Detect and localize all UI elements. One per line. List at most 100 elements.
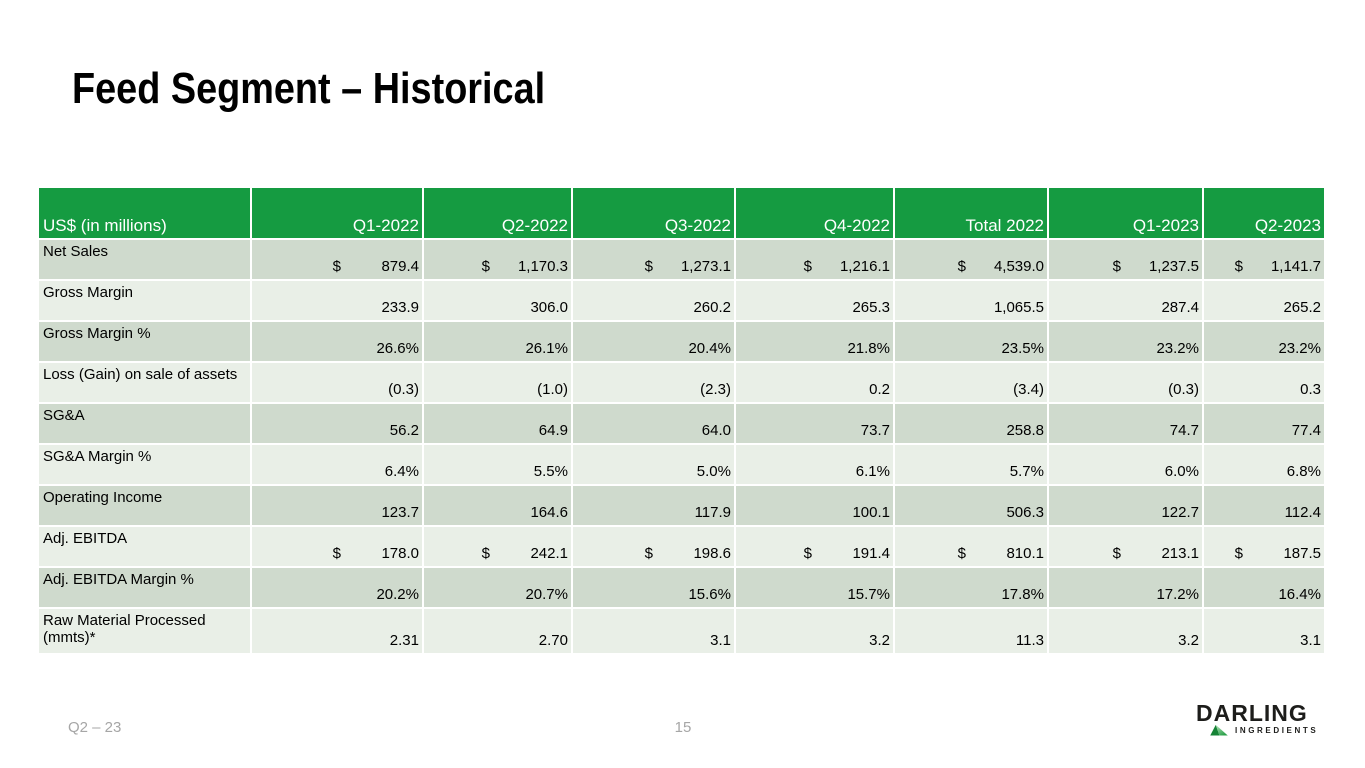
table-cell: 17.8% bbox=[893, 566, 1049, 609]
table-cell: 77.4 bbox=[1202, 402, 1326, 445]
table-cell: 2.31 bbox=[250, 607, 424, 655]
column-header: Q4-2022 bbox=[734, 186, 895, 240]
row-label: Gross Margin % bbox=[37, 320, 252, 363]
table-row: Gross Margin % 26.6% 26.1% 20.4% 21.8% 23.5% 2… bbox=[37, 320, 1326, 363]
table-cell: 112.4 bbox=[1202, 484, 1326, 527]
column-header: Q3-2022 bbox=[571, 186, 736, 240]
currency-symbol: $ bbox=[803, 258, 812, 275]
currency-symbol: $ bbox=[1234, 258, 1243, 275]
column-header: Q2-2022 bbox=[422, 186, 573, 240]
table-cell: (0.3) bbox=[1047, 361, 1204, 404]
table-cell: 1,065.5 bbox=[893, 279, 1049, 322]
table-cell: 6.1% bbox=[734, 443, 895, 486]
table-cell: 306.0 bbox=[422, 279, 573, 322]
table-cell: $4,539.0 bbox=[893, 238, 1049, 281]
footer-quarter-label: Q2 – 23 bbox=[68, 719, 122, 736]
cell-value: 879.4 bbox=[381, 258, 419, 275]
row-label: SG&A bbox=[37, 402, 252, 445]
currency-symbol: $ bbox=[957, 545, 966, 562]
table-row: Operating Income 123.7 164.6 117.9 100.1 506.… bbox=[37, 484, 1326, 527]
table-cell: 265.2 bbox=[1202, 279, 1326, 322]
table-cell: 233.9 bbox=[250, 279, 424, 322]
table-cell: $1,273.1 bbox=[571, 238, 736, 281]
table-cell: (2.3) bbox=[571, 361, 736, 404]
row-label: Gross Margin bbox=[37, 279, 252, 322]
cell-value: 810.1 bbox=[1006, 545, 1044, 562]
table-cell: 287.4 bbox=[1047, 279, 1204, 322]
logo-wordmark: DARLING bbox=[1196, 700, 1308, 726]
table-row: Adj. EBITDA $178.0 $242.1 $198.6 $191.4 $810.… bbox=[37, 525, 1326, 568]
cell-value: 1,216.1 bbox=[839, 258, 890, 275]
page-number: 15 bbox=[674, 719, 692, 736]
cell-value: 1,170.3 bbox=[517, 258, 568, 275]
row-label: Raw Material Processed (mmts)* bbox=[37, 607, 252, 655]
table-cell: 23.2% bbox=[1202, 320, 1326, 363]
currency-symbol: $ bbox=[803, 545, 812, 562]
table-cell: 3.2 bbox=[734, 607, 895, 655]
table-cell: 122.7 bbox=[1047, 484, 1204, 527]
table-cell: $1,170.3 bbox=[422, 238, 573, 281]
currency-symbol: $ bbox=[332, 258, 341, 275]
table-cell: $1,216.1 bbox=[734, 238, 895, 281]
table-row: Raw Material Processed (mmts)* 2.31 2.70 3.… bbox=[37, 607, 1326, 655]
cell-value: 178.0 bbox=[381, 545, 419, 562]
cell-value: 1,273.1 bbox=[680, 258, 731, 275]
table-row: Net Sales $879.4 $1,170.3 $1,273.1 $1,216.1 $… bbox=[37, 238, 1326, 281]
table-cell: (1.0) bbox=[422, 361, 573, 404]
table-cell: 6.4% bbox=[250, 443, 424, 486]
column-header: Q1-2023 bbox=[1047, 186, 1204, 240]
table-cell: 64.9 bbox=[422, 402, 573, 445]
currency-symbol: $ bbox=[481, 545, 490, 562]
column-header: Q2-2023 bbox=[1202, 186, 1326, 240]
table-cell: 3.2 bbox=[1047, 607, 1204, 655]
cell-value: 4,539.0 bbox=[993, 258, 1044, 275]
table-row: Adj. EBITDA Margin % 20.2% 20.7% 15.6% 15.7%… bbox=[37, 566, 1326, 609]
cell-value: 1,237.5 bbox=[1148, 258, 1199, 275]
table-cell: $178.0 bbox=[250, 525, 424, 568]
column-header: Q1-2022 bbox=[250, 186, 424, 240]
table-cell: 15.7% bbox=[734, 566, 895, 609]
page-title: Feed Segment – Historical bbox=[72, 64, 546, 113]
table-cell: 23.2% bbox=[1047, 320, 1204, 363]
table-cell: $1,237.5 bbox=[1047, 238, 1204, 281]
table-row: Loss (Gain) on sale of assets (0.3) (1.0)(… bbox=[37, 361, 1326, 404]
financial-table: US$ (in millions) Q1-2022 Q2-2022 Q3-2022 Q4… bbox=[37, 186, 1326, 655]
row-label: Loss (Gain) on sale of assets bbox=[37, 361, 252, 404]
table-cell: 100.1 bbox=[734, 484, 895, 527]
table-cell: 20.4% bbox=[571, 320, 736, 363]
table-cell: 15.6% bbox=[571, 566, 736, 609]
table-cell: 123.7 bbox=[250, 484, 424, 527]
table-cell: 2.70 bbox=[422, 607, 573, 655]
table-cell: 21.8% bbox=[734, 320, 895, 363]
currency-symbol: $ bbox=[644, 258, 653, 275]
row-label: Net Sales bbox=[37, 238, 252, 281]
logo-pyramid-icon bbox=[1210, 724, 1228, 736]
table-header-row: US$ (in millions) Q1-2022 Q2-2022 Q3-2022 Q4… bbox=[37, 186, 1326, 240]
table-cell: 20.2% bbox=[250, 566, 424, 609]
currency-symbol: $ bbox=[332, 545, 341, 562]
table-cell: 16.4% bbox=[1202, 566, 1326, 609]
row-label: Adj. EBITDA Margin % bbox=[37, 566, 252, 609]
row-label: Operating Income bbox=[37, 484, 252, 527]
table-cell: $810.1 bbox=[893, 525, 1049, 568]
table-cell: 3.1 bbox=[571, 607, 736, 655]
table-cell: 506.3 bbox=[893, 484, 1049, 527]
column-header: Total 2022 bbox=[893, 186, 1049, 240]
currency-symbol: $ bbox=[644, 545, 653, 562]
table-cell: 17.2% bbox=[1047, 566, 1204, 609]
table-cell: (0.3) bbox=[250, 361, 424, 404]
table-cell: (3.4) bbox=[893, 361, 1049, 404]
table-cell: 164.6 bbox=[422, 484, 573, 527]
logo-subtext: INGREDIENTS bbox=[1235, 725, 1319, 735]
table-cell: 258.8 bbox=[893, 402, 1049, 445]
table-cell: 26.6% bbox=[250, 320, 424, 363]
header-units-label: US$ (in millions) bbox=[37, 186, 252, 240]
table-cell: 6.8% bbox=[1202, 443, 1326, 486]
table-row: Gross Margin 233.9 306.0 260.2 265.3 1,065.5 2… bbox=[37, 279, 1326, 322]
table-cell: $242.1 bbox=[422, 525, 573, 568]
currency-symbol: $ bbox=[957, 258, 966, 275]
table-cell: $191.4 bbox=[734, 525, 895, 568]
table-cell: 5.0% bbox=[571, 443, 736, 486]
currency-symbol: $ bbox=[1112, 258, 1121, 275]
